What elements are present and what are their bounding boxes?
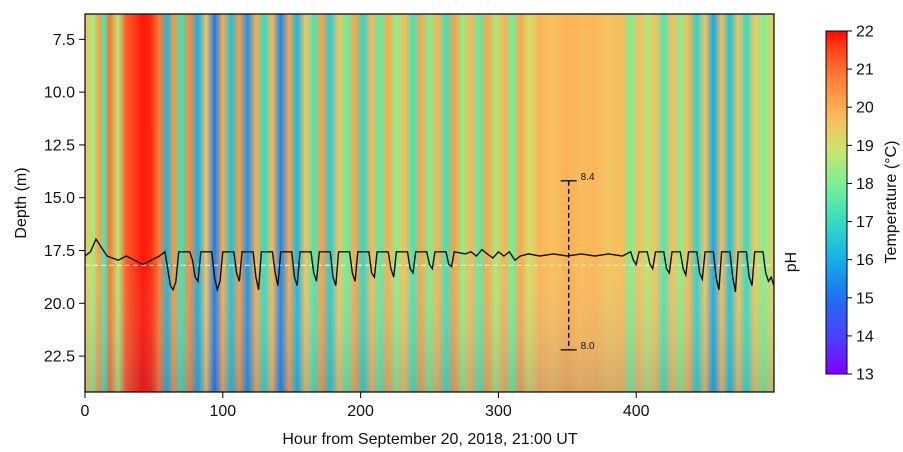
x-tick-label: 400: [623, 403, 650, 420]
x-tick-label: 100: [209, 403, 236, 420]
ph-scale-bar: 8.4 8.0: [560, 172, 595, 352]
colorbar-bar: [825, 30, 848, 375]
y-axis: 7.5 10.0 12.5 15.0 17.5 20.0 22.5: [44, 32, 85, 366]
colorbar-tick-label: 18: [856, 176, 874, 193]
colorbar-tick-label: 22: [856, 24, 874, 41]
plot-frame: [84, 13, 775, 393]
colorbar-ticks: 13 14 15 16 17 18 19 20 21 22: [847, 24, 874, 384]
x-tick-label: 200: [347, 403, 374, 420]
y-tick-label: 12.5: [44, 137, 75, 154]
y-tick-label: 20.0: [44, 296, 75, 313]
y-tick-label: 10.0: [44, 85, 75, 102]
colorbar-tick-label: 14: [856, 328, 874, 345]
colorbar-label: Temperature (°C): [883, 141, 900, 264]
depth-shading: [85, 14, 774, 392]
x-axis-label: Hour from September 20, 2018, 21:00 UT: [282, 431, 577, 448]
x-tick-label: 0: [81, 403, 90, 420]
y-tick-label: 22.5: [44, 349, 75, 366]
colorbar-tick-label: 15: [856, 290, 874, 307]
colorbar-tick-label: 20: [856, 100, 874, 117]
x-axis: 0 100 200 300 400: [81, 392, 650, 420]
colorbar-tick-label: 16: [856, 252, 874, 269]
colorbar-tick-label: 19: [856, 138, 874, 155]
y-tick-label: 15.0: [44, 190, 75, 207]
colorbar: 13 14 15 16 17 18 19 20 21 22 Temperature (°C): [825, 24, 900, 384]
x-tick-label: 300: [485, 403, 512, 420]
colorbar-tick-label: 21: [856, 62, 874, 79]
colorbar-tick-label: 13: [856, 367, 874, 384]
y-tick-label: 17.5: [44, 243, 75, 260]
scale-bar-bottom-label: 8.0: [581, 341, 595, 352]
scale-bar-top-label: 8.4: [581, 172, 595, 183]
plot-area: 8.4 8.0: [84, 13, 775, 393]
y-axis-label: Depth (m): [13, 167, 30, 238]
colorbar-tick-label: 17: [856, 214, 874, 231]
ph-series-line: [84, 237, 775, 293]
ph-axis-label: pH: [783, 252, 800, 272]
y-tick-label: 7.5: [53, 32, 75, 49]
